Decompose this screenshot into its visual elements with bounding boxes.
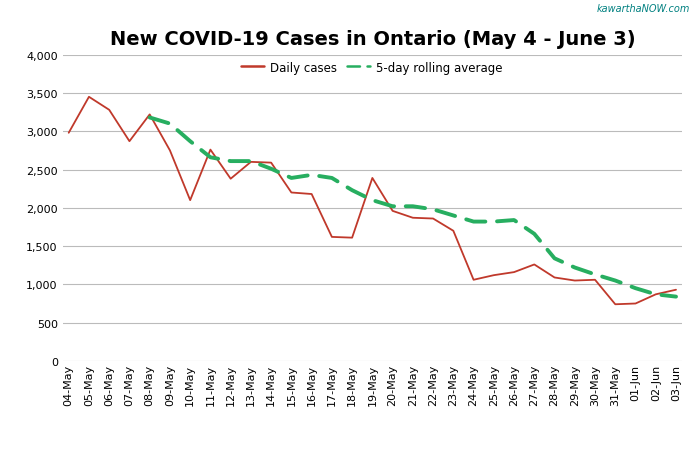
5-day rolling average: [672, 294, 680, 300]
Daily cases: [145, 113, 154, 118]
Text: kawarthaNOW.com: kawarthaNOW.com: [597, 4, 690, 14]
Daily cases: [65, 131, 73, 136]
5-day rolling average: [631, 286, 640, 291]
5-day rolling average: [348, 188, 356, 194]
5-day rolling average: [469, 219, 477, 225]
Daily cases: [85, 95, 93, 100]
Daily cases: [388, 209, 397, 214]
Daily cases: [651, 292, 660, 297]
Daily cases: [571, 278, 579, 284]
Daily cases: [551, 275, 559, 281]
5-day rolling average: [368, 198, 377, 204]
5-day rolling average: [591, 272, 599, 278]
5-day rolling average: [551, 256, 559, 262]
5-day rolling average: [145, 115, 154, 121]
5-day rolling average: [409, 204, 417, 210]
Line: 5-day rolling average: 5-day rolling average: [150, 118, 676, 297]
Daily cases: [287, 190, 296, 196]
Daily cases: [105, 108, 113, 113]
5-day rolling average: [651, 292, 660, 297]
5-day rolling average: [530, 232, 539, 237]
5-day rolling average: [429, 207, 437, 213]
Daily cases: [166, 148, 174, 154]
Daily cases: [530, 262, 539, 268]
Daily cases: [449, 228, 457, 234]
Daily cases: [368, 176, 377, 181]
Daily cases: [206, 148, 214, 153]
5-day rolling average: [308, 173, 316, 178]
5-day rolling average: [267, 167, 276, 172]
5-day rolling average: [510, 218, 519, 223]
Daily cases: [226, 176, 235, 182]
5-day rolling average: [246, 159, 255, 164]
Line: Daily cases: Daily cases: [69, 98, 676, 305]
Daily cases: [469, 277, 477, 283]
Daily cases: [348, 235, 356, 241]
Daily cases: [672, 288, 680, 293]
Daily cases: [611, 302, 619, 307]
Daily cases: [125, 139, 134, 144]
5-day rolling average: [226, 159, 235, 164]
Title: New COVID-19 Cases in Ontario (May 4 - June 3): New COVID-19 Cases in Ontario (May 4 - J…: [109, 30, 635, 49]
5-day rolling average: [449, 213, 457, 219]
5-day rolling average: [287, 176, 296, 181]
Daily cases: [631, 301, 640, 307]
Daily cases: [328, 235, 336, 240]
5-day rolling average: [490, 219, 498, 225]
Daily cases: [591, 277, 599, 283]
5-day rolling average: [166, 121, 174, 127]
Daily cases: [267, 161, 276, 166]
5-day rolling average: [571, 265, 579, 271]
Daily cases: [246, 160, 255, 165]
Daily cases: [490, 273, 498, 278]
Daily cases: [510, 270, 519, 275]
5-day rolling average: [206, 155, 214, 161]
5-day rolling average: [186, 139, 194, 144]
Legend: Daily cases, 5-day rolling average: Daily cases, 5-day rolling average: [241, 62, 503, 75]
Daily cases: [186, 198, 194, 204]
Daily cases: [429, 216, 437, 222]
Daily cases: [409, 215, 417, 221]
5-day rolling average: [328, 176, 336, 181]
5-day rolling average: [611, 278, 619, 284]
5-day rolling average: [388, 204, 397, 210]
Daily cases: [308, 192, 316, 197]
